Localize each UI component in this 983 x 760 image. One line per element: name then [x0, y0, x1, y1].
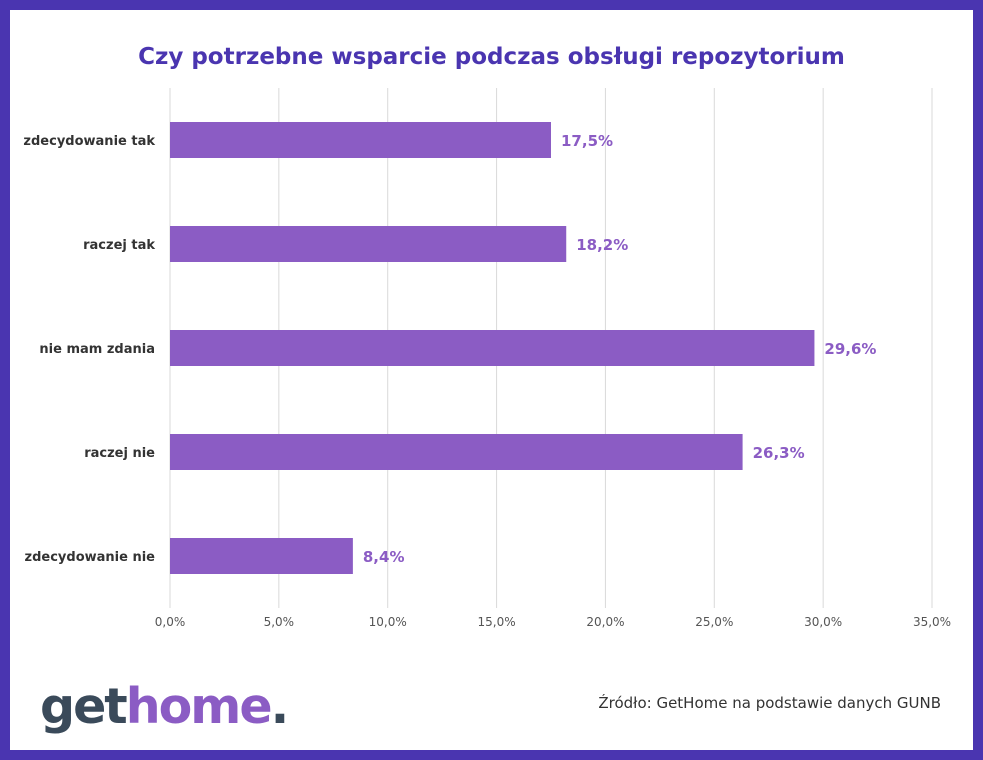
source-note: Źródło: GetHome na podstawie danych GUNB	[598, 694, 941, 712]
logo-get: get	[40, 678, 128, 735]
value-label: 18,2%	[576, 236, 628, 254]
x-tick-label: 15,0%	[478, 615, 516, 629]
x-tick-label: 30,0%	[804, 615, 842, 629]
category-label: raczej nie	[84, 446, 155, 461]
chart-card: Czy potrzebne wsparcie podczas obsługi r…	[10, 10, 973, 750]
x-tick-label: 25,0%	[695, 615, 733, 629]
x-tick-label: 35,0%	[913, 615, 951, 629]
x-tick-label: 20,0%	[586, 615, 624, 629]
x-tick-label: 0,0%	[155, 615, 186, 629]
value-label: 26,3%	[753, 444, 805, 462]
bar	[170, 434, 743, 470]
category-label: nie mam zdania	[39, 342, 155, 357]
value-label: 29,6%	[824, 340, 876, 358]
logo-dot: .	[270, 678, 290, 735]
bar	[170, 226, 567, 262]
gethome-logo: gethome.	[40, 682, 289, 731]
bar	[170, 330, 815, 366]
category-label: raczej tak	[83, 238, 155, 253]
bar-chart: 0,0% 5,0% 10,0% 15,0% 20,0% 25,0% 30,0% 35,0% zd…	[23, 88, 951, 629]
x-tick-label: 5,0%	[264, 615, 295, 629]
logo-home: home	[125, 678, 273, 735]
value-label: 17,5%	[561, 132, 613, 150]
x-tick-label: 10,0%	[369, 615, 407, 629]
bar	[170, 538, 353, 574]
chart-title: Czy potrzebne wsparcie podczas obsługi r…	[138, 44, 845, 70]
bar	[170, 122, 551, 158]
category-label: zdecydowanie nie	[25, 550, 156, 565]
value-label: 8,4%	[363, 548, 405, 566]
category-label: zdecydowanie tak	[23, 134, 155, 149]
